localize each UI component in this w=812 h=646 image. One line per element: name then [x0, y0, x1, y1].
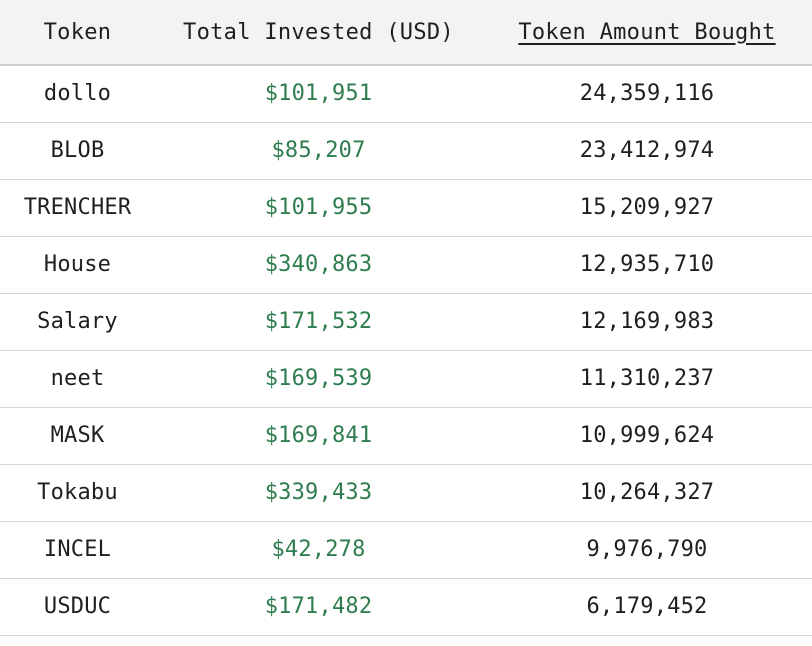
cell-invested: $171,532: [155, 293, 482, 351]
cell-invested: $169,539: [155, 350, 482, 408]
cell-token: BLOB: [0, 122, 155, 180]
table-row: House $340,863 12,935,710: [0, 236, 812, 294]
cell-amount: 12,169,983: [482, 293, 812, 351]
cell-token: neet: [0, 350, 155, 408]
table-row: Tokabu $339,433 10,264,327: [0, 464, 812, 522]
cell-token: TRENCHER: [0, 179, 155, 237]
cell-amount: 24,359,116: [482, 65, 812, 123]
cell-invested: $340,863: [155, 236, 482, 294]
cell-invested: $101,955: [155, 179, 482, 237]
cell-invested: $101,951: [155, 65, 482, 123]
cell-token: House: [0, 236, 155, 294]
table-row: USDUC $171,482 6,179,452: [0, 578, 812, 636]
table-row: TRENCHER $101,955 15,209,927: [0, 179, 812, 237]
cell-amount: 12,935,710: [482, 236, 812, 294]
cell-invested: $85,207: [155, 122, 482, 180]
cell-amount: 15,209,927: [482, 179, 812, 237]
header-token: Token: [0, 0, 155, 66]
cell-amount: 11,310,237: [482, 350, 812, 408]
header-total-invested: Total Invested (USD): [155, 0, 482, 66]
header-token-amount-label[interactable]: Token Amount Bought: [518, 19, 776, 45]
table-row: MASK $169,841 10,999,624: [0, 407, 812, 465]
cell-token: MASK: [0, 407, 155, 465]
cell-token: Tokabu: [0, 464, 155, 522]
cell-token: USDUC: [0, 578, 155, 636]
cell-amount: 10,999,624: [482, 407, 812, 465]
cell-token: Salary: [0, 293, 155, 351]
table-header-row: Token Total Invested (USD) Token Amount …: [0, 0, 812, 66]
cell-token: INCEL: [0, 521, 155, 579]
table-row: neet $169,539 11,310,237: [0, 350, 812, 408]
cell-token: dollo: [0, 65, 155, 123]
cell-invested: $42,278: [155, 521, 482, 579]
cell-invested: $169,841: [155, 407, 482, 465]
table-row: INCEL $42,278 9,976,790: [0, 521, 812, 579]
cell-invested: $339,433: [155, 464, 482, 522]
table-row: dollo $101,951 24,359,116: [0, 65, 812, 123]
cell-amount: 10,264,327: [482, 464, 812, 522]
cell-amount: 9,976,790: [482, 521, 812, 579]
cell-amount: 6,179,452: [482, 578, 812, 636]
cell-amount: 23,412,974: [482, 122, 812, 180]
header-token-amount-sort[interactable]: Token Amount Bought: [482, 0, 812, 66]
table-row: Salary $171,532 12,169,983: [0, 293, 812, 351]
cell-invested: $171,482: [155, 578, 482, 636]
table-row: BLOB $85,207 23,412,974: [0, 122, 812, 180]
